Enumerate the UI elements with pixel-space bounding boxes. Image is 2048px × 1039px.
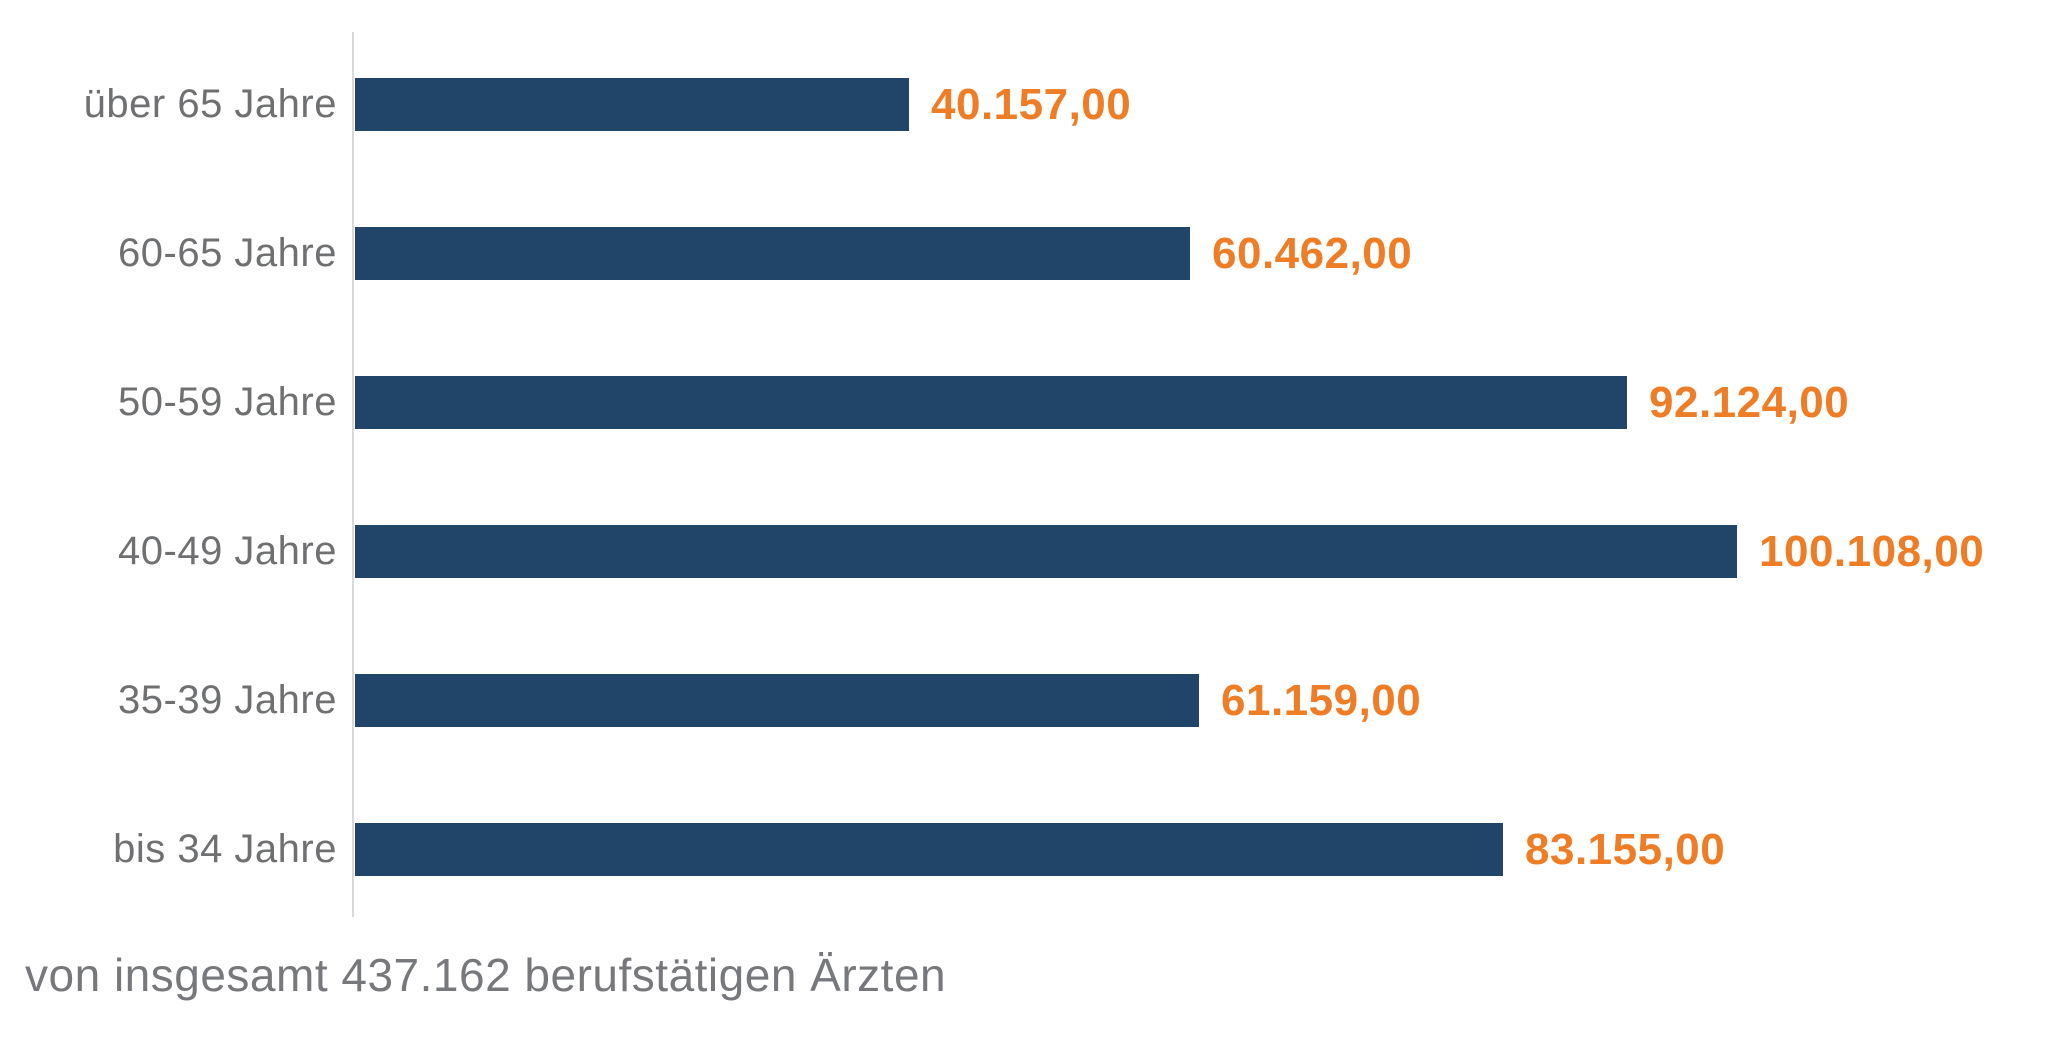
chart-row: 60-65 Jahre 60.462,00 — [0, 227, 2048, 280]
value-label: 40.157,00 — [931, 80, 1132, 129]
chart-row: über 65 Jahre 40.157,00 — [0, 78, 2048, 131]
bar — [355, 823, 1503, 876]
bar — [355, 376, 1627, 429]
value-label: 100.108,00 — [1759, 527, 1985, 576]
category-label: 50-59 Jahre — [118, 380, 337, 424]
value-label: 60.462,00 — [1212, 229, 1413, 278]
category-label: 35-39 Jahre — [118, 678, 337, 722]
chart-row: 35-39 Jahre 61.159,00 — [0, 674, 2048, 727]
bar — [355, 78, 909, 131]
chart-row: 50-59 Jahre 92.124,00 — [0, 376, 2048, 429]
category-label: über 65 Jahre — [83, 82, 337, 126]
category-label: bis 34 Jahre — [113, 827, 337, 871]
chart-row: 40-49 Jahre 100.108,00 — [0, 525, 2048, 578]
chart-row: bis 34 Jahre 83.155,00 — [0, 823, 2048, 876]
value-label: 83.155,00 — [1525, 825, 1726, 874]
category-label: 60-65 Jahre — [118, 231, 337, 275]
category-label: 40-49 Jahre — [118, 529, 337, 573]
bar — [355, 674, 1199, 727]
value-label: 92.124,00 — [1649, 378, 1850, 427]
chart-footnote: von insgesamt 437.162 berufstätigen Ärzt… — [25, 949, 947, 1001]
bar — [355, 227, 1190, 280]
bar — [355, 525, 1737, 578]
value-label: 61.159,00 — [1221, 676, 1422, 725]
y-axis-line — [352, 32, 354, 917]
